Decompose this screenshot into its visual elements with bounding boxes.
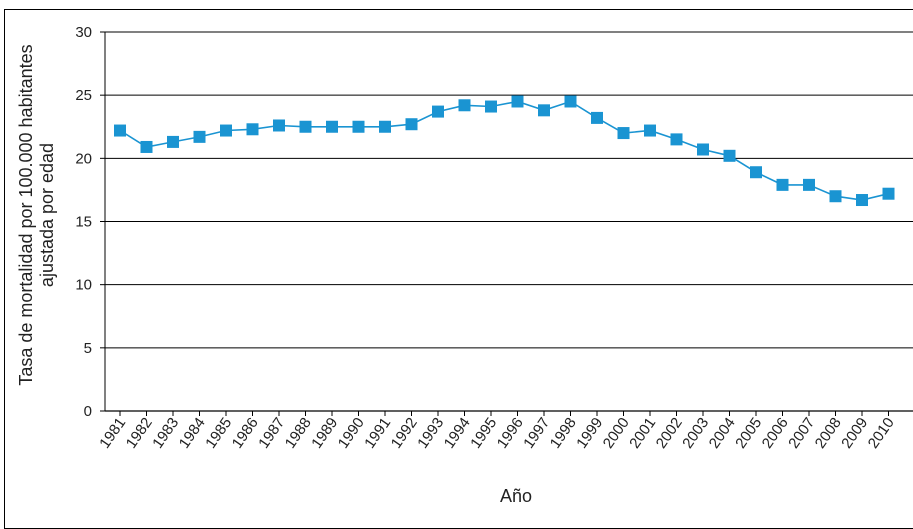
y-tick-label: 0 [84, 403, 92, 420]
x-tick-label: 2005 [732, 415, 765, 452]
x-tick-label: 1996 [494, 415, 527, 452]
data-point [246, 123, 259, 136]
data-point [379, 120, 391, 133]
data-point [723, 149, 736, 162]
y-tick-label: 25 [75, 87, 92, 104]
data-point [617, 127, 630, 140]
x-tick-label: 1999 [573, 415, 606, 452]
data-point [458, 99, 471, 112]
x-tick-label: 1994 [441, 415, 474, 452]
y-tick-label: 10 [75, 277, 92, 294]
x-tick-label: 1988 [282, 415, 315, 452]
y-tick-label: 30 [75, 24, 92, 41]
y-axis-title-line1: Tasa de mortalidad por 100.000 habitante… [16, 44, 36, 385]
data-point [352, 120, 365, 133]
data-point [882, 187, 895, 200]
data-point [776, 178, 789, 191]
data-point [299, 120, 312, 133]
x-tick-label: 2004 [706, 415, 739, 452]
x-tick-label: 2010 [865, 415, 898, 452]
x-tick-label: 1993 [414, 415, 447, 452]
x-tick-label: 1987 [255, 415, 288, 452]
data-point [140, 140, 153, 153]
x-tick-label: 1992 [388, 415, 421, 452]
x-tick-label: 2007 [785, 415, 818, 452]
x-tick-label: 1982 [123, 415, 156, 452]
series-group [114, 95, 895, 207]
data-point [856, 194, 868, 207]
series-line [119, 100, 889, 201]
data-point [485, 100, 497, 113]
data-point [273, 119, 285, 132]
x-axis: 1981198219831984198519861987198819891990… [96, 411, 898, 452]
data-point [193, 130, 206, 143]
x-tick-label: 1989 [308, 415, 341, 452]
gridlines [105, 31, 913, 412]
data-point [167, 135, 179, 148]
data-point [591, 111, 603, 124]
x-tick-label: 1995 [467, 415, 500, 452]
x-tick-label: 1997 [520, 415, 553, 452]
x-tick-label: 1986 [229, 415, 262, 452]
data-point [326, 120, 338, 133]
x-tick-label: 2009 [838, 415, 871, 452]
x-tick-label: 1991 [361, 415, 394, 452]
x-tick-label: 1984 [176, 415, 209, 452]
x-tick-label: 2006 [759, 415, 792, 452]
data-point [432, 105, 444, 118]
data-point [829, 190, 842, 203]
x-tick-label: 1981 [96, 415, 129, 452]
y-tick-label: 20 [75, 150, 92, 167]
y-axis-title-line2: ajustada por edad [37, 143, 57, 287]
x-tick-label: 1983 [149, 415, 182, 452]
y-axis: 0 5 10 15 20 25 30 [75, 24, 106, 420]
data-point [114, 124, 126, 137]
y-tick-label: 5 [84, 340, 92, 357]
y-tick-label: 15 [75, 214, 92, 231]
x-tick-label: 2003 [679, 415, 712, 452]
x-tick-label: 1998 [547, 415, 580, 452]
x-axis-title: Año [500, 486, 532, 506]
data-point [644, 124, 656, 137]
data-point [220, 124, 232, 137]
data-point [750, 166, 762, 179]
x-tick-label: 2000 [600, 415, 633, 452]
x-tick-label: 1990 [335, 415, 368, 452]
x-tick-label: 2008 [812, 415, 845, 452]
data-point [405, 118, 418, 131]
x-tick-label: 2002 [653, 415, 686, 452]
data-point [697, 143, 709, 156]
data-point [803, 178, 815, 191]
x-tick-label: 1985 [202, 415, 235, 452]
data-point [670, 133, 683, 146]
data-point [538, 104, 550, 117]
x-tick-label: 2001 [626, 415, 659, 452]
data-point [564, 95, 577, 108]
data-point [511, 95, 524, 108]
